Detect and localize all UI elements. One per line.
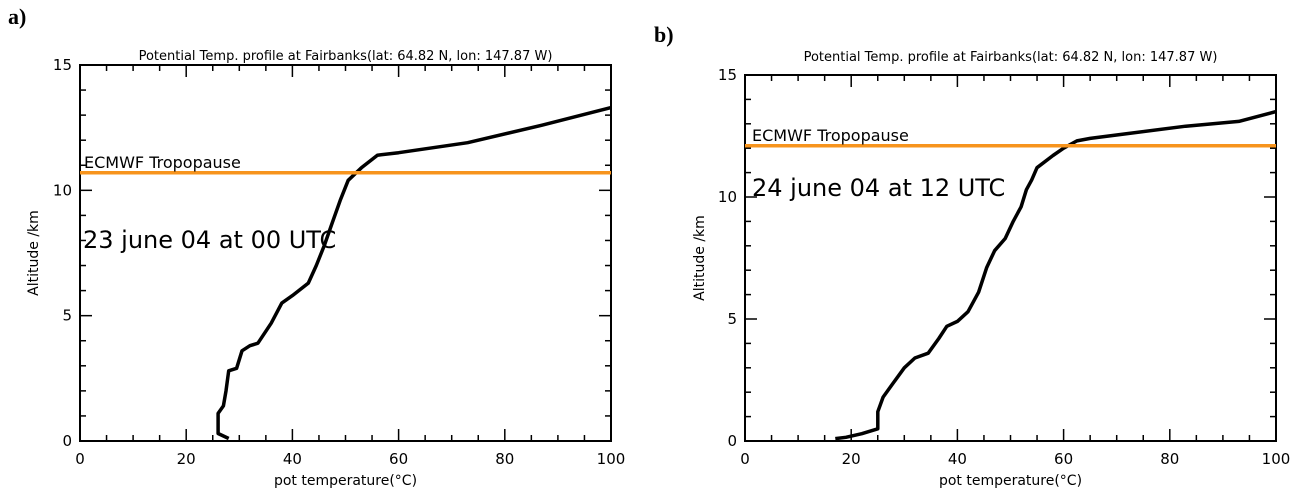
chart-panel-a: Potential Temp. profile at Fairbanks(lat… xyxy=(26,49,625,489)
x-tick-label: 20 xyxy=(842,450,861,468)
y-tick-label: 10 xyxy=(718,188,737,206)
date-annotation: 24 june 04 at 12 UTC xyxy=(752,174,1005,202)
y-tick-label: 5 xyxy=(727,310,737,328)
y-tick-label: 15 xyxy=(718,66,737,84)
date-annotation: 23 june 04 at 00 UTC xyxy=(83,226,336,254)
panel-label-b: b) xyxy=(654,22,674,47)
x-tick-label: 40 xyxy=(283,450,302,468)
chart-title: Potential Temp. profile at Fairbanks(lat… xyxy=(139,49,553,64)
x-tick-label: 80 xyxy=(495,450,514,468)
x-tick-label: 60 xyxy=(1054,450,1073,468)
panel-label-a: a) xyxy=(8,4,27,29)
x-tick-label: 0 xyxy=(740,450,750,468)
x-tick-label: 20 xyxy=(177,450,196,468)
y-axis-label: Altitude /km xyxy=(26,210,42,296)
x-tick-label: 100 xyxy=(1262,450,1291,468)
x-axis-label: pot temperature(°C) xyxy=(939,473,1082,489)
y-tick-label: 15 xyxy=(53,56,72,74)
x-tick-label: 100 xyxy=(597,450,626,468)
y-axis-label: Altitude /km xyxy=(692,215,708,301)
y-tick-label: 10 xyxy=(53,181,72,199)
chart-title: Potential Temp. profile at Fairbanks(lat… xyxy=(804,50,1218,65)
tropopause-label: ECMWF Tropopause xyxy=(84,153,241,172)
chart-panel-b: Potential Temp. profile at Fairbanks(lat… xyxy=(692,50,1290,489)
y-tick-label: 5 xyxy=(62,307,72,325)
y-tick-label: 0 xyxy=(727,432,737,450)
x-tick-label: 40 xyxy=(948,450,967,468)
x-tick-label: 0 xyxy=(75,450,85,468)
profile-line xyxy=(216,105,612,441)
x-axis-label: pot temperature(°C) xyxy=(274,473,417,489)
tropopause-label: ECMWF Tropopause xyxy=(752,126,909,145)
x-tick-label: 60 xyxy=(389,450,408,468)
profile-line xyxy=(835,109,1277,441)
y-tick-label: 0 xyxy=(62,432,72,450)
x-tick-label: 80 xyxy=(1160,450,1179,468)
